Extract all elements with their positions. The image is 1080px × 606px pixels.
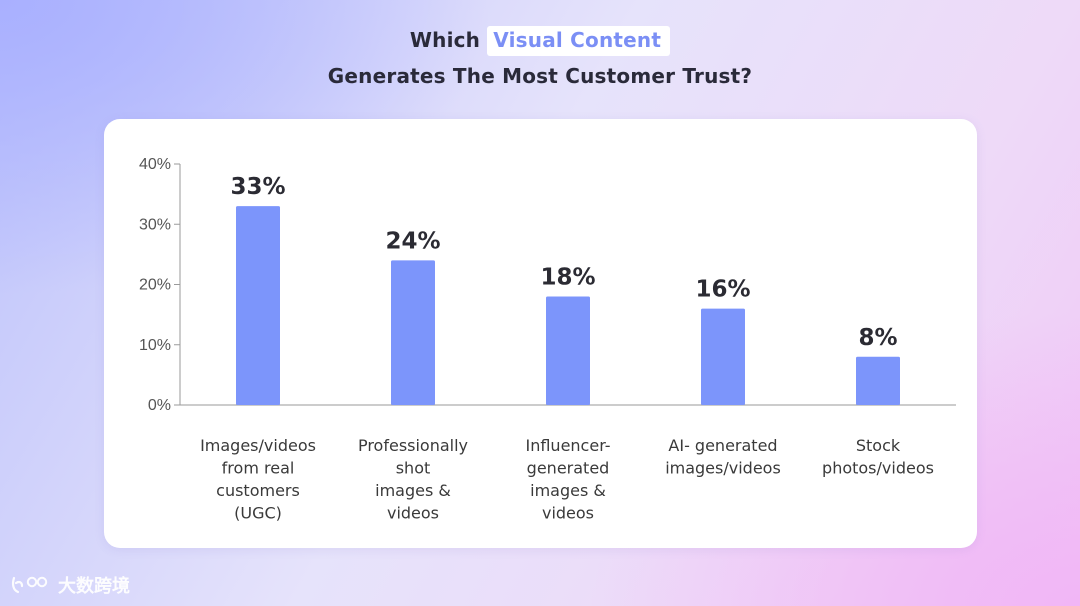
bar [391, 260, 435, 405]
bar-value-label: 33% [230, 174, 285, 200]
x-category-label: Images/videos [200, 436, 316, 455]
title-prefix: Which [409, 28, 481, 52]
y-tick-label: 40% [139, 156, 171, 173]
x-category-label: videos [542, 504, 594, 523]
watermark: 大数跨境 [10, 572, 130, 598]
x-category-label: Professionally [358, 436, 468, 455]
chart-title-line1: Which Visual Content [0, 26, 1080, 56]
bar-value-label: 16% [695, 277, 750, 303]
x-category-label: photos/videos [822, 459, 934, 478]
watermark-text: 大数跨境 [58, 576, 130, 597]
bar [546, 296, 590, 405]
y-tick-label: 30% [139, 216, 171, 233]
x-category-label: videos [387, 504, 439, 523]
y-tick-label: 0% [148, 397, 171, 414]
bar-value-label: 24% [385, 228, 440, 254]
x-category-label: (UGC) [234, 504, 282, 523]
x-category-label: shot [396, 459, 431, 478]
x-category-label: Influencer- [525, 436, 610, 455]
x-category-label: images & [375, 481, 451, 500]
x-category-label: generated [527, 459, 610, 478]
bar-value-label: 18% [540, 265, 595, 291]
watermark-logo-icon [11, 576, 48, 594]
chart-title-line2: Generates The Most Customer Trust? [327, 64, 753, 88]
x-category-label: AI- generated [668, 436, 777, 455]
bar-chart: 0% 10% 20% 30% 40% 33% Images/videos from real c… [139, 156, 956, 523]
x-category-label: images/videos [665, 459, 781, 478]
bar [701, 308, 745, 405]
x-category-label: from real [222, 459, 295, 478]
x-category-label: images & [530, 481, 606, 500]
x-category-label: Stock [856, 436, 901, 455]
bar-value-label: 8% [858, 325, 897, 351]
bar [856, 356, 900, 405]
y-tick-label: 20% [139, 277, 171, 294]
x-category-label: customers [216, 481, 300, 500]
chart-card: 0% 10% 20% 30% 40% 33% Images/videos from real c… [104, 119, 977, 548]
y-tick-label: 10% [139, 337, 171, 354]
bar [236, 206, 280, 405]
title-highlight: Visual Content [487, 26, 671, 56]
